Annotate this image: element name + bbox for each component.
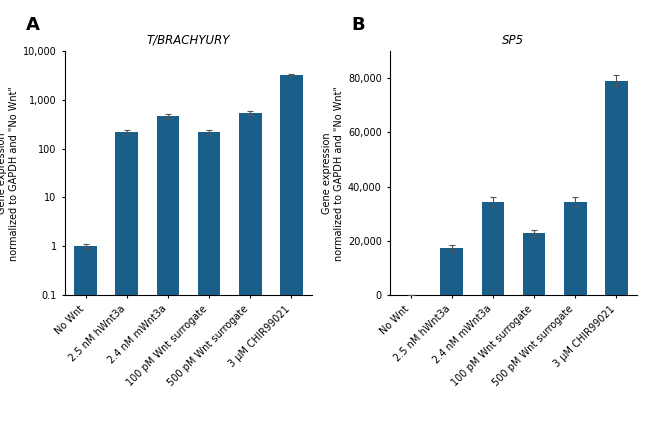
Bar [564, 202, 586, 295]
Bar [280, 75, 303, 422]
Bar [523, 233, 545, 295]
Bar [482, 202, 504, 295]
Bar [198, 132, 220, 422]
Title: T/BRACHYURY: T/BRACHYURY [147, 34, 230, 47]
Title: SP5: SP5 [502, 34, 525, 47]
Bar [74, 246, 97, 422]
Bar [116, 132, 138, 422]
Text: A: A [26, 16, 40, 34]
Y-axis label: Gene expression
normalized to GAPDH and "No Wnt": Gene expression normalized to GAPDH and … [322, 86, 344, 260]
Bar [239, 113, 261, 422]
Y-axis label: Gene expression
normalized to GAPDH and "No Wnt": Gene expression normalized to GAPDH and … [0, 86, 19, 260]
Text: B: B [351, 16, 365, 34]
Bar [605, 81, 628, 295]
Bar [441, 248, 463, 295]
Bar [157, 116, 179, 422]
